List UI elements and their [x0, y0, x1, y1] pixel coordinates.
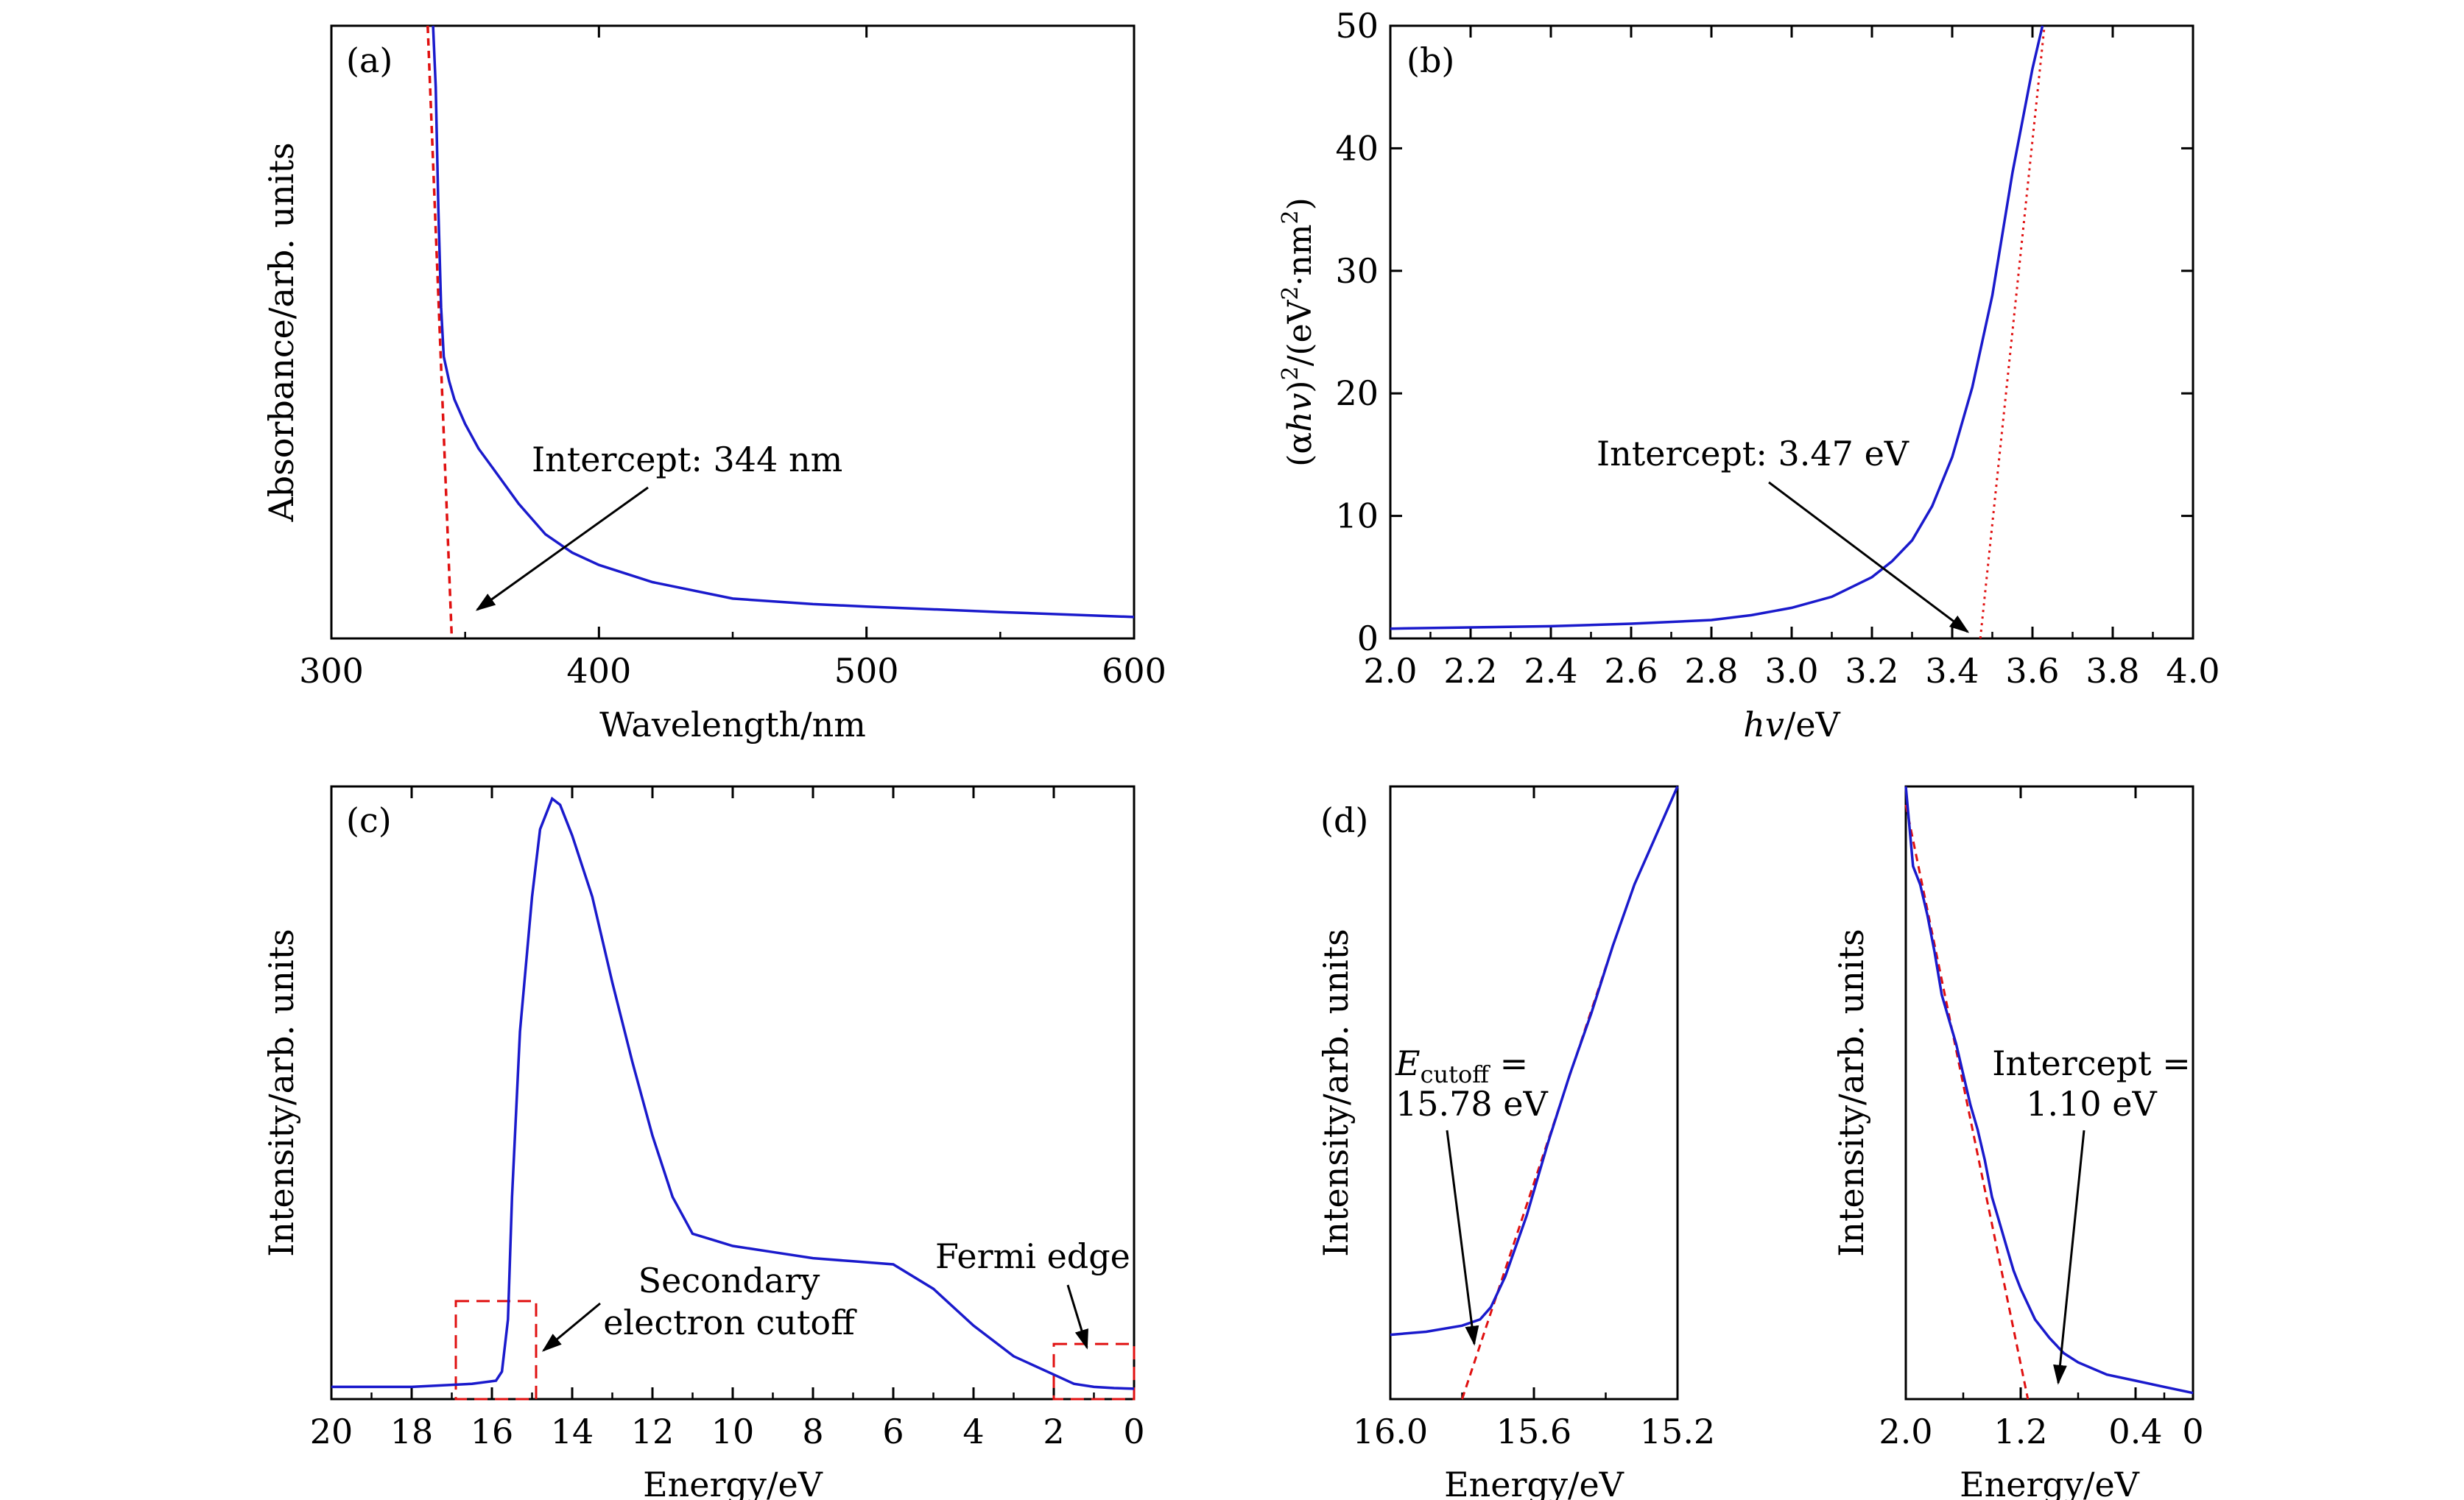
panel-a-x-tick-label-3: 600 [1102, 651, 1166, 691]
panel-a-x-axis-label: Wavelength/nm [599, 705, 866, 744]
panel-c-x-tick-label-2: 16 [471, 1412, 514, 1451]
panel-b-x-tick-label-8: 3.6 [2005, 651, 2059, 691]
panel-b-x-tick-label-0: 2.0 [1363, 651, 1417, 691]
secondary-cutoff-box [454, 1300, 538, 1401]
panel-b-fit-line [1979, 25, 2046, 639]
fermi-edge-box [1052, 1342, 1136, 1401]
panel-d-right-fit-line [1904, 804, 2030, 1400]
panel-d-left-fit-line [1461, 945, 1614, 1400]
panel-a-intercept-annotation: Intercept: 344 nm [532, 440, 842, 479]
panel-b-y-ticks: 0 10 20 30 40 50 [1335, 6, 2193, 658]
fermi-edge-arrow [1066, 1284, 1088, 1350]
panel-c-x-tick-label-8: 4 [962, 1412, 984, 1451]
panel-d-right-fermi-curve [1904, 786, 2194, 1395]
panel-c-x-tick-label-3: 14 [551, 1412, 594, 1451]
panel-d-left-cutoff-curve [1390, 786, 1679, 1337]
panel-b-y-tick-label-1: 10 [1335, 496, 1379, 536]
panel-c-x-tick-label-1: 18 [390, 1412, 434, 1451]
panel-b-x-tick-label-7: 3.4 [1925, 651, 1979, 691]
panel-d-right-x-axis-label: Energy/eV [1960, 1465, 2140, 1500]
panel-c-ups-spectrum [331, 796, 1135, 1390]
panel-b-x-tick-label-6: 3.2 [1845, 651, 1898, 691]
panel-c-x-tick-label-7: 6 [882, 1412, 904, 1451]
panel-d-left-x-ticks: 16.0 15.6 15.2 [1353, 786, 1715, 1451]
panel-c-label: (c) [346, 800, 392, 840]
panel-c-x-ticks: 20 18 16 14 12 10 8 6 4 2 0 [310, 786, 1145, 1451]
panel-a-frame [330, 24, 1136, 640]
panel-a-x-ticks: 300 400 500 600 [299, 26, 1166, 691]
panel-b-x-tick-label-3: 2.6 [1604, 651, 1658, 691]
panel-b-y-tick-label-5: 50 [1335, 6, 1379, 46]
fermi-intercept-arrow [2053, 1130, 2085, 1385]
secondary-cutoff-arrow [541, 1302, 601, 1352]
secondary-cutoff-label-line1: Secondary [638, 1261, 820, 1300]
fermi-edge-label: Fermi edge [935, 1236, 1130, 1276]
panel-b-y-tick-label-4: 40 [1335, 128, 1379, 168]
panel-b-x-tick-label-10: 4.0 [2166, 651, 2220, 691]
panel-b: (b) 2.0 2.2 2.4 2.6 2.8 3.0 3.2 3.4 3.6 3.8 4.0 0 1… [1278, 6, 2220, 744]
panel-a-absorbance-curve [432, 25, 1135, 619]
panel-a-x-tick-label-0: 300 [299, 651, 364, 691]
panel-b-label: (b) [1407, 41, 1454, 80]
panel-b-intercept-arrow [1768, 481, 1970, 633]
panel-d-right-y-axis-label: Intensity/arb. units [1831, 929, 1871, 1257]
panel-b-x-tick-label-2: 2.4 [1524, 651, 1577, 691]
panel-e-x-tick-label-2: 0.4 [2108, 1412, 2162, 1451]
panel-b-x-tick-label-9: 3.8 [2085, 651, 2139, 691]
cutoff-arrow [1446, 1130, 1479, 1346]
fermi-intercept-annotation-line1: Intercept = [1992, 1043, 2191, 1083]
panel-d-x-tick-label-1: 15.6 [1496, 1412, 1571, 1451]
panel-a-label: (a) [346, 41, 393, 80]
panel-b-y-tick-label-2: 20 [1335, 373, 1379, 413]
panel-b-x-axis-label: hv/eV [1743, 705, 1840, 744]
panel-c-y-axis-label: Intensity/arb. units [261, 929, 301, 1257]
panel-b-x-tick-label-5: 3.0 [1764, 651, 1818, 691]
panel-a-intercept-arrow [475, 486, 649, 611]
panel-a-y-axis-label: Absorbance/arb. units [261, 142, 301, 522]
panel-b-y-tick-label-3: 30 [1335, 251, 1379, 291]
fermi-intercept-annotation-line2: 1.10 eV [2026, 1084, 2157, 1124]
panel-c-x-tick-label-9: 2 [1043, 1412, 1064, 1451]
panel-d-x-tick-label-2: 15.2 [1640, 1412, 1715, 1451]
cutoff-annotation-line2: 15.78 eV [1395, 1084, 1549, 1124]
panel-d-right-frame [1904, 785, 2194, 1401]
panel-c-x-tick-label-10: 0 [1123, 1412, 1144, 1451]
panel-b-x-tick-label-1: 2.2 [1443, 651, 1497, 691]
panel-c-x-tick-label-6: 8 [802, 1412, 823, 1451]
panel-b-frame [1389, 24, 2194, 640]
panel-c-x-tick-label-5: 10 [711, 1412, 755, 1451]
panel-e-x-tick-label-0: 2.0 [1879, 1412, 1932, 1451]
secondary-cutoff-label-line2: electron cutoff [603, 1303, 857, 1342]
panel-a-fit-line [426, 25, 454, 639]
cutoff-annotation-line1: Ecutoff = [1395, 1043, 1528, 1088]
panel-d-left-x-axis-label: Energy/eV [1444, 1465, 1625, 1500]
panel-d-right: 2.0 1.2 0.4 0 Energy/eV Intensity/arb. unit… [1831, 785, 2204, 1500]
panel-c: (c) 20 18 16 14 12 10 8 6 4 2 0 Energy/eV Intensit… [261, 785, 1145, 1500]
panel-d-right-x-ticks: 2.0 1.2 0.4 0 [1879, 786, 2204, 1451]
panel-e-x-tick-label-3: 0 [2182, 1412, 2203, 1451]
panel-d-x-tick-label-0: 16.0 [1353, 1412, 1428, 1451]
panel-a-x-tick-label-1: 400 [566, 651, 631, 691]
panel-c-x-axis-label: Energy/eV [643, 1465, 823, 1500]
panel-b-x-ticks: 2.0 2.2 2.4 2.6 2.8 3.0 3.2 3.4 3.6 3.8 4.0 [1363, 26, 2220, 691]
panel-b-y-axis-label: (αhv)2/(eV2·nm2) [1278, 197, 1319, 467]
panel-b-y-tick-label-0: 0 [1357, 619, 1379, 658]
panel-b-intercept-annotation: Intercept: 3.47 eV [1597, 434, 1909, 473]
panel-c-x-tick-label-4: 12 [631, 1412, 675, 1451]
panel-b-x-tick-label-4: 2.8 [1684, 651, 1738, 691]
panel-e-x-tick-label-1: 1.2 [1993, 1412, 2047, 1451]
panel-a: (a) 300 400 500 600 Wavelength/nm Absorbanc… [261, 24, 1166, 744]
panel-b-tauc-curve [1390, 25, 2044, 630]
panel-a-x-tick-label-2: 500 [834, 651, 899, 691]
panel-c-x-tick-label-0: 20 [310, 1412, 353, 1451]
panel-d-label: (d) [1320, 800, 1368, 840]
panel-d-left-y-axis-label: Intensity/arb. units [1316, 929, 1356, 1257]
panel-d-left: (d) 16.0 15.6 15.2 Energy/eV Intensity/arb… [1316, 785, 1715, 1500]
